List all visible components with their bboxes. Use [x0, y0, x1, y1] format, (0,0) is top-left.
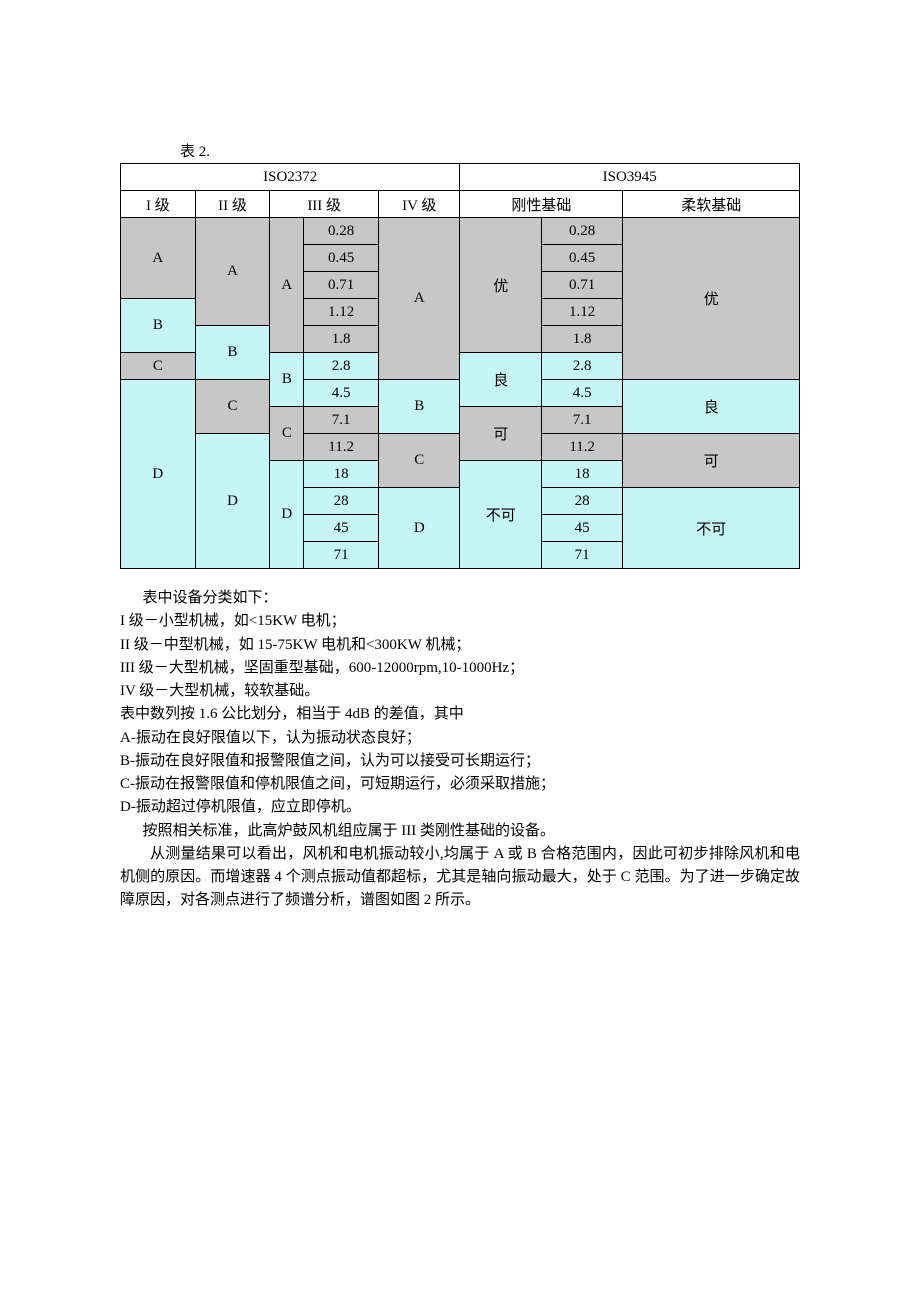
class-i-D: D: [121, 380, 196, 569]
rigid-可: 可: [460, 407, 541, 461]
value-rigid-11: 45: [541, 515, 622, 542]
class-ii-B: B: [195, 326, 270, 380]
soft-良: 良: [623, 380, 800, 434]
value-iii-4: 1.8: [304, 326, 379, 353]
para-class-i: I 级－小型机械，如<15KW 电机；: [120, 610, 800, 633]
para-grade-d: D-振动超过停机限值，应立即停机。: [120, 796, 800, 819]
class-ii-A: A: [195, 218, 270, 326]
class-i-B: B: [121, 299, 196, 353]
para-analysis: 从测量结果可以看出，风机和电机振动较小,均属于 A 或 B 合格范围内，因此可初…: [120, 843, 800, 913]
value-iii-8: 11.2: [304, 434, 379, 461]
class-iv-C: C: [379, 434, 460, 488]
value-iii-0: 0.28: [304, 218, 379, 245]
para-class-iii: III 级－大型机械，坚固重型基础，600-12000rpm,10-1000Hz…: [120, 657, 800, 680]
header-class-ii: II 级: [195, 191, 270, 218]
class-iii-A: A: [270, 218, 304, 353]
value-rigid-4: 1.8: [541, 326, 622, 353]
value-iii-9: 18: [304, 461, 379, 488]
rigid-优: 优: [460, 218, 541, 353]
rigid-不可: 不可: [460, 461, 541, 569]
value-iii-6: 4.5: [304, 380, 379, 407]
value-rigid-6: 4.5: [541, 380, 622, 407]
value-rigid-0: 0.28: [541, 218, 622, 245]
para-class-ii: II 级－中型机械，如 15-75KW 电机和<300KW 机械；: [120, 634, 800, 657]
para-grade-b: B-振动在良好限值和报警限值之间，认为可以接受可长期运行；: [120, 750, 800, 773]
value-rigid-8: 11.2: [541, 434, 622, 461]
value-rigid-7: 7.1: [541, 407, 622, 434]
value-iii-3: 1.12: [304, 299, 379, 326]
value-rigid-3: 1.12: [541, 299, 622, 326]
value-iii-12: 71: [304, 542, 379, 569]
class-ii-C: C: [195, 380, 270, 434]
para-classification-heading: 表中设备分类如下：: [120, 587, 800, 610]
class-iii-D: D: [270, 461, 304, 569]
class-i-A: A: [121, 218, 196, 299]
header-iso3945: ISO3945: [460, 164, 800, 191]
description-block: 表中设备分类如下： I 级－小型机械，如<15KW 电机； II 级－中型机械，…: [120, 587, 800, 913]
value-iii-2: 0.71: [304, 272, 379, 299]
value-iii-1: 0.45: [304, 245, 379, 272]
class-iv-A: A: [379, 218, 460, 380]
rigid-良: 良: [460, 353, 541, 407]
value-iii-10: 28: [304, 488, 379, 515]
soft-优: 优: [623, 218, 800, 380]
class-iv-B: B: [379, 380, 460, 434]
value-rigid-12: 71: [541, 542, 622, 569]
soft-不可: 不可: [623, 488, 800, 569]
soft-可: 可: [623, 434, 800, 488]
header-rigid: 刚性基础: [460, 191, 623, 218]
value-rigid-5: 2.8: [541, 353, 622, 380]
para-ratio: 表中数列按 1.6 公比划分，相当于 4dB 的差值，其中: [120, 703, 800, 726]
header-soft: 柔软基础: [623, 191, 800, 218]
para-class-iv: IV 级－大型机械，较软基础。: [120, 680, 800, 703]
para-standard-note: 按照相关标准，此高炉鼓风机组应属于 III 类刚性基础的设备。: [120, 820, 800, 843]
header-class-iv: IV 级: [379, 191, 460, 218]
page: 表 2. ISO2372ISO3945 I 级II 级III 级IV 级刚性基础柔…: [0, 0, 920, 973]
class-i-C: C: [121, 353, 196, 380]
value-rigid-9: 18: [541, 461, 622, 488]
value-iii-5: 2.8: [304, 353, 379, 380]
para-grade-c: C-振动在报警限值和停机限值之间，可短期运行，必须采取措施；: [120, 773, 800, 796]
para-grade-a: A-振动在良好限值以下，认为振动状态良好；: [120, 727, 800, 750]
vibration-standards-table: ISO2372ISO3945I 级II 级III 级IV 级刚性基础柔软基础AA…: [120, 163, 800, 569]
value-rigid-1: 0.45: [541, 245, 622, 272]
value-iii-11: 45: [304, 515, 379, 542]
class-ii-D: D: [195, 434, 270, 569]
table-caption: 表 2.: [180, 140, 800, 161]
header-iso2372: ISO2372: [121, 164, 460, 191]
class-iii-B: B: [270, 353, 304, 407]
header-class-iii: III 级: [270, 191, 379, 218]
header-class-i: I 级: [121, 191, 196, 218]
class-iii-C: C: [270, 407, 304, 461]
value-rigid-2: 0.71: [541, 272, 622, 299]
value-iii-7: 7.1: [304, 407, 379, 434]
class-iv-D: D: [379, 488, 460, 569]
value-rigid-10: 28: [541, 488, 622, 515]
